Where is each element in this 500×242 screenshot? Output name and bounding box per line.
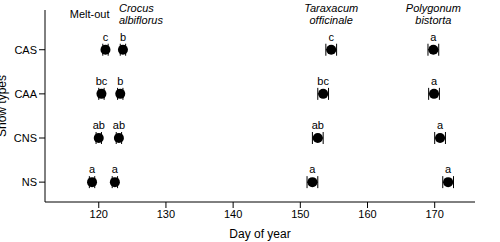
- svg-text:b: b: [120, 31, 126, 43]
- svg-text:a: a: [309, 163, 316, 175]
- svg-text:b: b: [117, 75, 123, 87]
- svg-text:a: a: [89, 163, 96, 175]
- svg-text:Crocusalbiflorus: Crocusalbiflorus: [119, 2, 164, 26]
- svg-text:130: 130: [157, 208, 175, 220]
- svg-text:Snow types: Snow types: [8, 75, 9, 137]
- svg-text:Taraxacumofficinale: Taraxacumofficinale: [304, 2, 358, 26]
- svg-text:170: 170: [426, 208, 444, 220]
- svg-text:CAA: CAA: [14, 88, 37, 100]
- svg-text:CNS: CNS: [14, 132, 37, 144]
- svg-text:c: c: [328, 31, 334, 43]
- svg-text:Melt-out: Melt-out: [70, 8, 110, 20]
- svg-text:ab: ab: [113, 119, 125, 131]
- svg-text:Polygonumbistorta: Polygonumbistorta: [406, 2, 461, 26]
- svg-text:a: a: [112, 163, 119, 175]
- svg-text:ab: ab: [312, 119, 324, 131]
- svg-text:160: 160: [358, 208, 376, 220]
- svg-text:NS: NS: [22, 176, 37, 188]
- svg-text:a: a: [437, 119, 444, 131]
- svg-text:140: 140: [224, 208, 242, 220]
- svg-text:a: a: [445, 163, 452, 175]
- svg-text:CAS: CAS: [14, 44, 37, 56]
- svg-text:150: 150: [291, 208, 309, 220]
- svg-text:Day of year: Day of year: [229, 227, 290, 241]
- svg-text:bc: bc: [317, 75, 329, 87]
- svg-text:bc: bc: [96, 75, 108, 87]
- svg-text:ab: ab: [93, 119, 105, 131]
- svg-text:c: c: [103, 31, 109, 43]
- svg-text:a: a: [430, 31, 437, 43]
- svg-text:a: a: [431, 75, 438, 87]
- svg-text:120: 120: [90, 208, 108, 220]
